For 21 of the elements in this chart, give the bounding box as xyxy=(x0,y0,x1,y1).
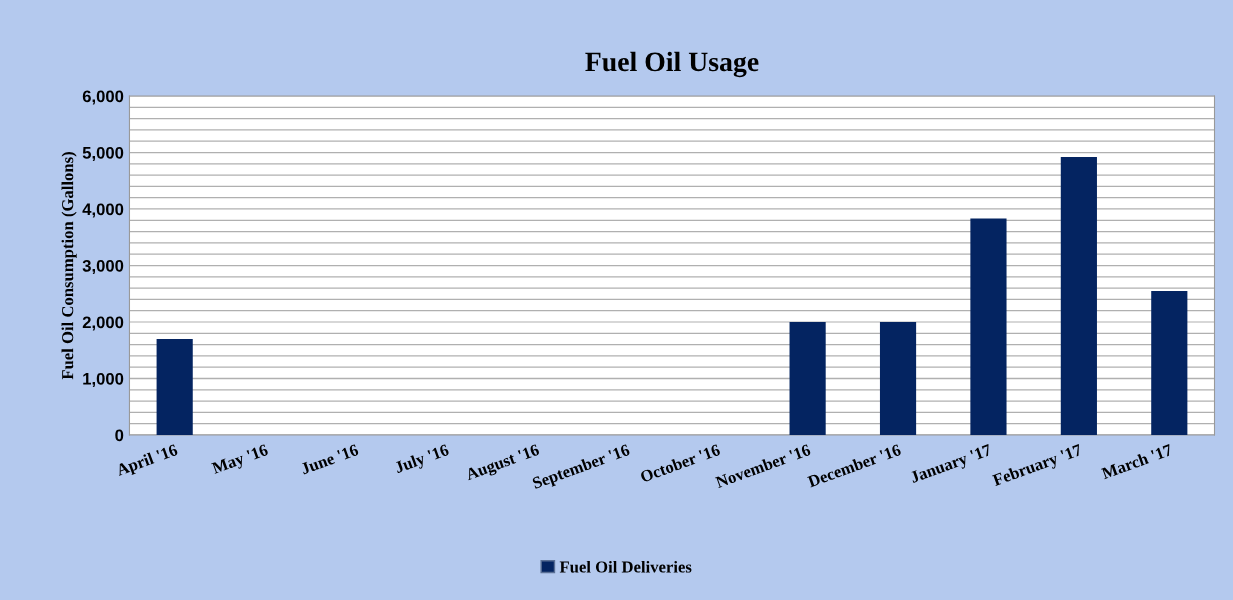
chart-title: Fuel Oil Usage xyxy=(585,51,759,78)
bar xyxy=(789,322,826,435)
bar xyxy=(156,338,193,435)
y-tick-label: 2,000 xyxy=(82,316,124,331)
legend-label: Fuel Oil Deliveries xyxy=(559,560,692,573)
y-tick-label: 5,000 xyxy=(82,146,124,162)
y-tick-label: 0 xyxy=(115,429,124,442)
y-axis-title: Fuel Oil Consumption (Gallons) xyxy=(61,152,77,380)
bar xyxy=(1060,157,1097,435)
y-tick-label: 4,000 xyxy=(82,203,124,218)
bar xyxy=(970,218,1007,435)
bar xyxy=(879,322,917,435)
x-tick-label: April '16 xyxy=(115,443,180,480)
bar xyxy=(1151,290,1188,435)
x-tick-label: June '16 xyxy=(300,444,360,475)
y-tick-label: 6,000 xyxy=(82,90,124,105)
x-tick-label: July '16 xyxy=(393,443,451,477)
x-tick-label: May '16 xyxy=(211,443,270,478)
x-tick-label: March '17 xyxy=(1100,443,1173,480)
y-tick-label: 3,000 xyxy=(82,259,124,275)
y-tick-label: 1,000 xyxy=(83,372,124,388)
